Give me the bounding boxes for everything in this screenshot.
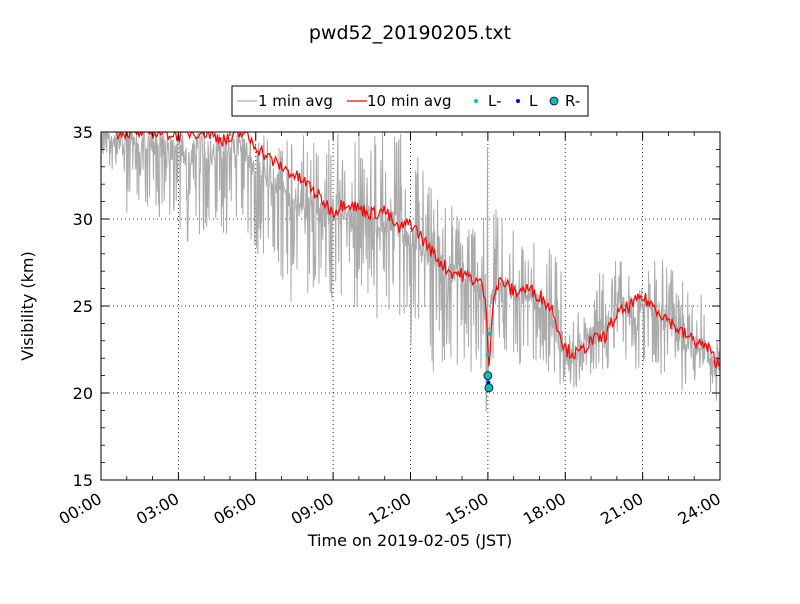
y-tick-label: 25 <box>73 297 93 316</box>
y-tick-label: 30 <box>73 210 93 229</box>
x-tick-label: 21:00 <box>597 489 646 529</box>
legend-marker-l-minus <box>474 99 478 103</box>
x-tick-label: 12:00 <box>365 489 414 529</box>
chart-title: pwd52_20190205.txt <box>309 22 511 44</box>
x-tick-label: 24:00 <box>675 489 724 529</box>
y-tick-label: 15 <box>73 471 93 490</box>
legend: 1 min avg 10 min avg L- L R- <box>231 85 589 117</box>
y-tick-label: 20 <box>73 384 93 403</box>
legend-marker-r-minus <box>549 96 559 106</box>
marker-l-minus <box>487 331 492 336</box>
series-1min-avg <box>101 132 720 412</box>
marker-r-minus <box>483 371 493 381</box>
legend-marker-l <box>516 99 520 103</box>
legend-label-l: L <box>529 92 538 110</box>
axis-ticks <box>100 131 721 481</box>
legend-label-10min: 10 min avg <box>367 92 452 110</box>
x-tick-label: 03:00 <box>133 489 182 529</box>
y-axis-label: Visibility (km) <box>18 251 37 360</box>
x-tick-label: 00:00 <box>56 489 105 529</box>
x-tick-label: 15:00 <box>442 489 491 529</box>
legend-box <box>231 85 589 117</box>
line-1min-avg <box>101 132 720 412</box>
x-tick-label: 18:00 <box>520 489 569 529</box>
x-tick-label: 06:00 <box>210 489 259 529</box>
y-tick-label: 35 <box>73 123 93 142</box>
marker-r-minus <box>484 383 494 393</box>
legend-label-1min: 1 min avg <box>258 92 333 110</box>
markers <box>483 331 494 393</box>
series-10min-avg <box>113 132 720 369</box>
legend-label-l-minus: L- <box>488 92 502 110</box>
x-tick-label: 09:00 <box>288 489 337 529</box>
line-10min-avg <box>113 132 720 369</box>
legend-label-r-minus: R- <box>565 92 580 110</box>
marker-l-minus <box>485 352 490 357</box>
x-axis-label: Time on 2019-02-05 (JST) <box>307 531 512 550</box>
